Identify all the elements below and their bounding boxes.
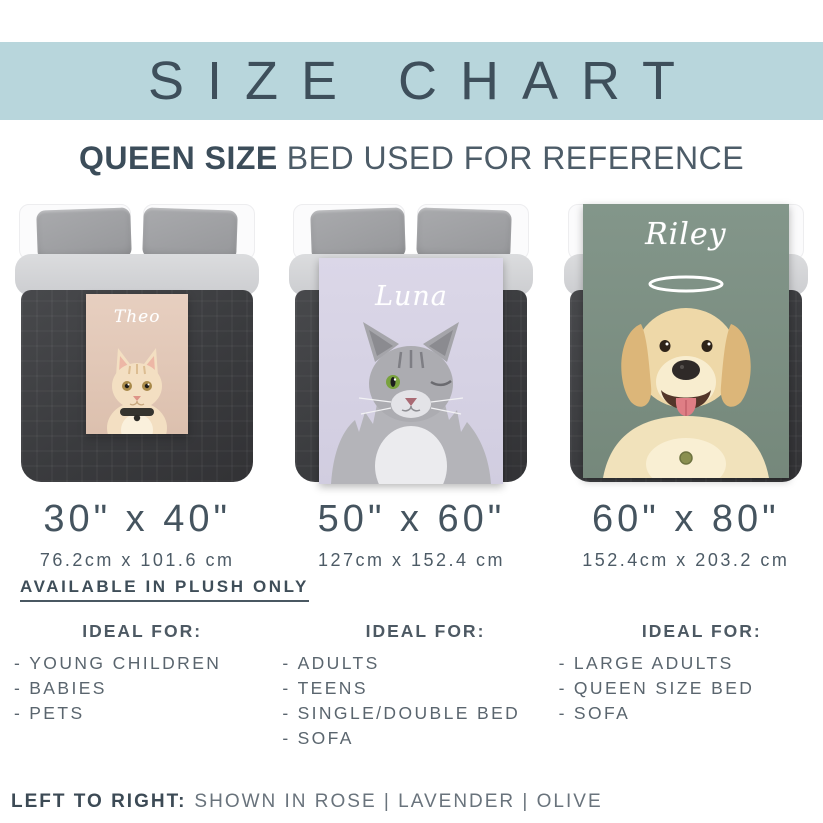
list-item: - PETS (14, 701, 274, 726)
list-item: - SOFA (282, 726, 548, 751)
dash-bullet: - (558, 703, 567, 723)
bed-column-olive: Riley (549, 198, 823, 482)
subtitle-rest: BED USED FOR REFERENCE (286, 140, 745, 176)
bed-column-lavender: Luna (274, 198, 548, 484)
dash-bullet: - (282, 653, 291, 673)
golden-retriever-illustration (602, 275, 769, 478)
list-item: - ADULTS (282, 651, 548, 676)
list-item-label: SINGLE/DOUBLE BED (297, 703, 521, 723)
ideal-for-header: IDEAL FOR: (365, 621, 486, 641)
list-item-label: TEENS (297, 678, 368, 698)
size-col-olive: 60" x 80" 152.4cm x 203.2 cm (549, 498, 823, 571)
gray-fluffy-cat-illustration (331, 322, 492, 484)
gray-pillow-right (142, 207, 239, 261)
size-col-lavender: 50" x 60" 127cm x 152.4 cm (274, 498, 548, 571)
list-item: - SINGLE/DOUBLE BED (282, 701, 548, 726)
pet-name-script: Luna (375, 281, 448, 312)
cream-cat-illustration (107, 348, 168, 434)
list-item: - LARGE ADULTS (559, 651, 823, 676)
list-item-label: SOFA (573, 703, 631, 723)
size-col-rose: 30" x 40" 76.2cm x 101.6 cm (0, 498, 274, 571)
blanket-olive-60x80: Riley (582, 204, 789, 478)
legend-rest: SHOWN IN ROSE | LAVENDER | OLIVE (194, 791, 603, 812)
ideal-col-olive: IDEAL FOR: - LARGE ADULTS - QUEEN SIZE BED… (549, 621, 823, 751)
list-item: - TEENS (282, 676, 548, 701)
size-inches: 60" x 80" (592, 498, 780, 540)
dash-bullet: - (14, 678, 23, 698)
sizes-row: 30" x 40" 76.2cm x 101.6 cm 50" x 60" 12… (0, 498, 823, 571)
ideal-for-header: IDEAL FOR: (82, 621, 203, 641)
pet-name-script: Theo (113, 307, 161, 327)
ideal-col-lavender: IDEAL FOR: - ADULTS - TEENS - SINGLE/DOUBLE… (274, 621, 548, 751)
color-legend: LEFT TO RIGHT: SHOWN IN ROSE | LAVENDER |… (11, 791, 603, 813)
list-item-label: YOUNG CHILDREN (29, 653, 222, 673)
size-inches: 50" x 60" (317, 498, 506, 540)
subtitle-emphasis: QUEEN SIZE (78, 140, 278, 176)
size-inches: 30" x 40" (43, 498, 231, 540)
bed-column-rose: Theo (0, 198, 274, 482)
ideal-for-header: IDEAL FOR: (641, 621, 762, 641)
list-item-label: LARGE ADULTS (573, 653, 734, 673)
bed-photo-rose: Theo (11, 198, 263, 482)
dash-bullet: - (282, 728, 291, 748)
header-band: SIZE CHART (0, 42, 823, 120)
ideal-for-list: - LARGE ADULTS - QUEEN SIZE BED - SOFA (549, 651, 823, 726)
subtitle: QUEEN SIZE BED USED FOR REFERENCE (0, 140, 823, 177)
dash-bullet: - (558, 678, 567, 698)
gray-pillow-left (36, 207, 133, 261)
dash-bullet: - (282, 703, 291, 723)
list-item-label: BABIES (29, 678, 107, 698)
list-item-label: PETS (29, 703, 85, 723)
bed-photo-lavender: Luna (285, 198, 537, 484)
dash-bullet: - (558, 653, 567, 673)
ideal-for-list: - YOUNG CHILDREN - BABIES - PETS (0, 651, 274, 726)
blanket-rose-30x40: Theo (86, 294, 189, 434)
dash-bullet: - (282, 678, 291, 698)
ideal-col-rose: IDEAL FOR: - YOUNG CHILDREN - BABIES - PETS (0, 621, 274, 751)
size-centimeters: 152.4cm x 203.2 cm (582, 550, 790, 570)
pet-name-script: Riley (645, 217, 727, 252)
list-item: - BABIES (14, 676, 274, 701)
halo-icon (648, 275, 724, 293)
ideal-for-row: IDEAL FOR: - YOUNG CHILDREN - BABIES - PETS… (0, 621, 823, 751)
blanket-lavender-50x60: Luna (319, 258, 504, 484)
dash-bullet: - (14, 653, 23, 673)
legend-emphasis: LEFT TO RIGHT: (11, 791, 187, 812)
folded-sheet (15, 254, 260, 296)
list-item: - SOFA (559, 701, 823, 726)
bed-photo-olive: Riley (560, 198, 812, 482)
list-item-label: QUEEN SIZE BED (573, 678, 755, 698)
gray-pillow-left (310, 207, 407, 261)
list-item: - YOUNG CHILDREN (14, 651, 274, 676)
size-centimeters: 127cm x 152.4 cm (317, 550, 506, 570)
ideal-for-list: - ADULTS - TEENS - SINGLE/DOUBLE BED - SOFA (274, 651, 548, 751)
dash-bullet: - (14, 703, 23, 723)
availability-note: AVAILABLE IN PLUSH ONLY (20, 577, 310, 602)
size-centimeters: 76.2cm x 101.6 cm (39, 550, 235, 570)
page-title: SIZE CHART (147, 51, 699, 111)
list-item-label: SOFA (297, 728, 354, 748)
gray-pillow-right (416, 207, 513, 261)
list-item-label: ADULTS (297, 653, 380, 673)
list-item: - QUEEN SIZE BED (559, 676, 823, 701)
beds-row: Theo (0, 198, 823, 484)
